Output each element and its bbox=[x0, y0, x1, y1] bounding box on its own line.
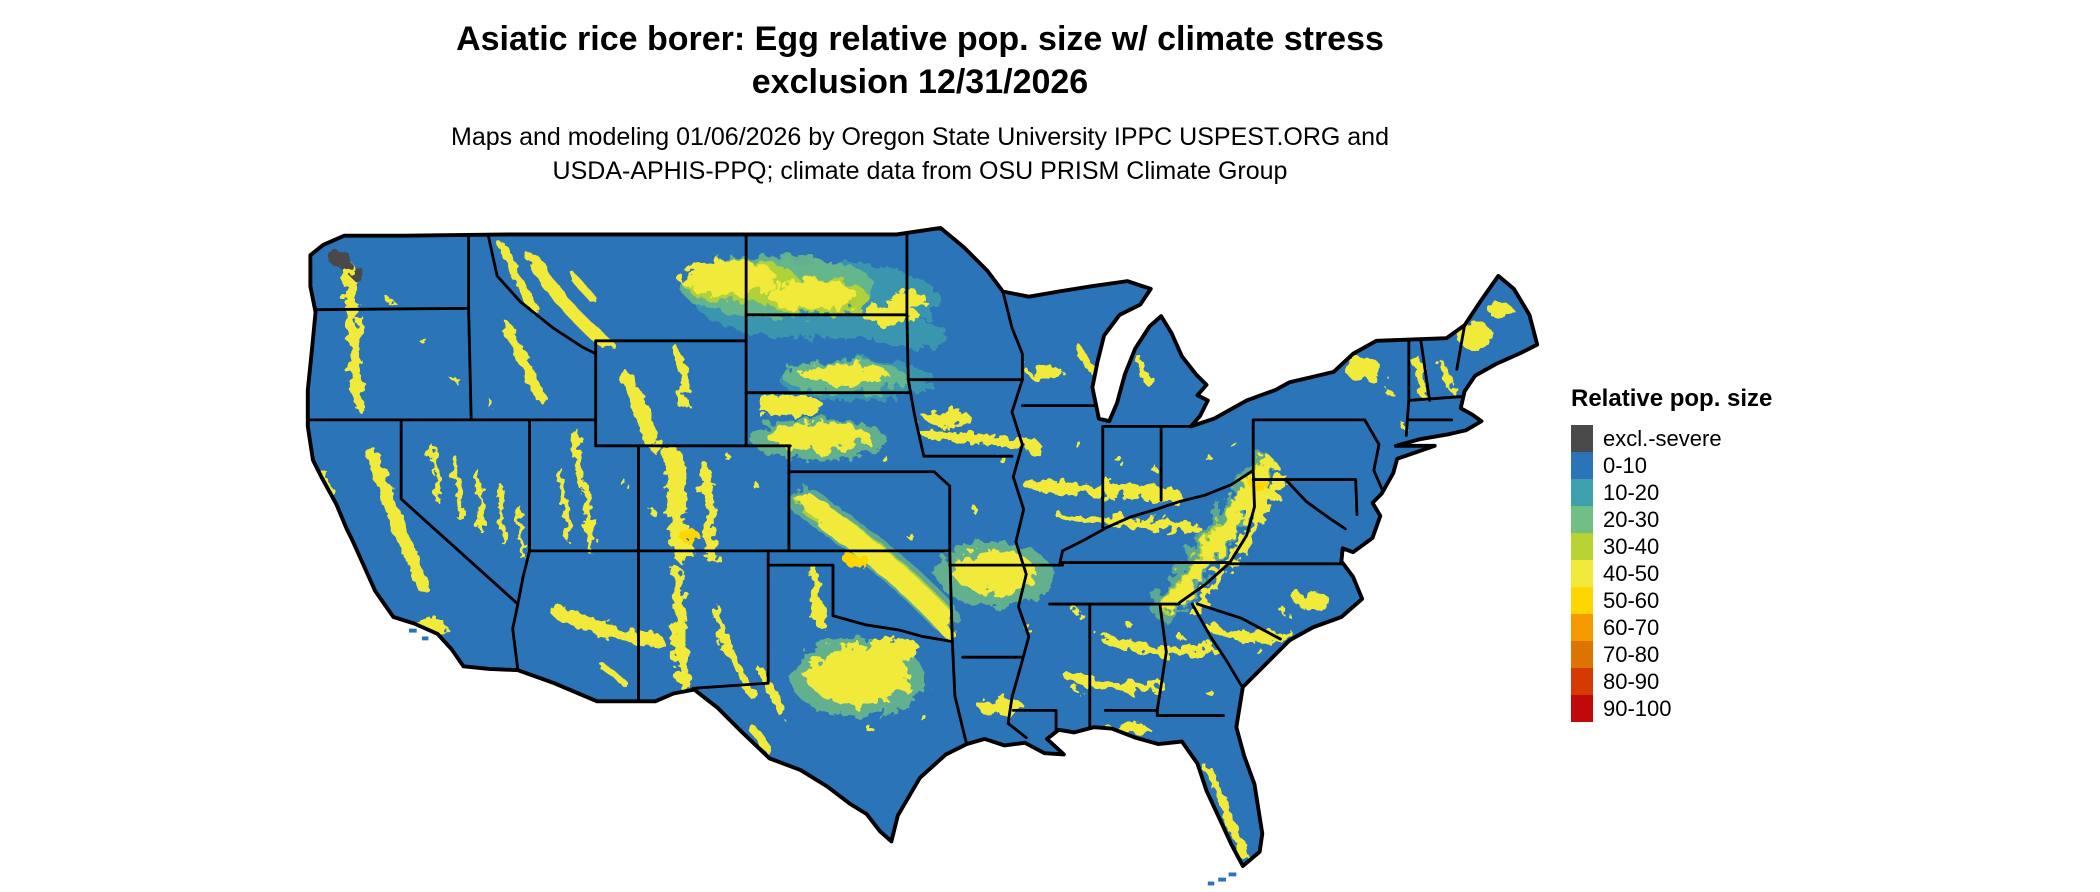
legend-swatch bbox=[1571, 641, 1593, 668]
legend-item: 10-20 bbox=[1571, 479, 1831, 506]
legend-label: 90-100 bbox=[1603, 696, 1672, 721]
state-borders-east bbox=[1001, 290, 1385, 740]
map-subtitle-line1: Maps and modeling 01/06/2026 by Oregon S… bbox=[451, 123, 1389, 151]
channel-island-dash bbox=[421, 636, 429, 641]
legend-item: 50-60 bbox=[1571, 587, 1831, 614]
map-subtitle-line2: USDA-APHIS-PPQ; climate data from OSU PR… bbox=[552, 157, 1288, 185]
state-borders bbox=[307, 233, 1467, 746]
legend: Relative pop. size excl.-severe 0-10 10-… bbox=[1571, 385, 1831, 722]
state-borders-new-england bbox=[1404, 323, 1467, 437]
offshore-islands bbox=[408, 628, 1237, 886]
legend-label: 60-70 bbox=[1603, 615, 1660, 640]
legend-swatch bbox=[1571, 560, 1593, 587]
state-borders-rivers bbox=[1006, 378, 1255, 740]
legend-item: 30-40 bbox=[1571, 533, 1831, 560]
legend-title: Relative pop. size bbox=[1571, 385, 1773, 412]
legend-swatch bbox=[1571, 479, 1593, 506]
legend-label: 0-10 bbox=[1603, 453, 1648, 478]
legend-label: 30-40 bbox=[1603, 534, 1660, 559]
legend-label: excl.-severe bbox=[1603, 426, 1722, 451]
state-borders-central bbox=[744, 233, 1064, 746]
legend-item: excl.-severe bbox=[1571, 425, 1831, 452]
legend-item: 80-90 bbox=[1571, 668, 1831, 695]
legend-swatch bbox=[1571, 506, 1593, 533]
legend-label: 10-20 bbox=[1603, 480, 1660, 505]
legend-label: 50-60 bbox=[1603, 588, 1660, 613]
map-subtitle: Maps and modeling 01/06/2026 by Oregon S… bbox=[170, 120, 1670, 188]
layer-excluded-severe bbox=[329, 252, 365, 280]
legend-label: 80-90 bbox=[1603, 669, 1660, 694]
legend-item: 60-70 bbox=[1571, 614, 1831, 641]
florida-keys-dash bbox=[1207, 881, 1215, 886]
legend-item: 90-100 bbox=[1571, 695, 1831, 722]
layer-40-50-ranges bbox=[319, 242, 1456, 859]
header: Asiatic rice borer: Egg relative pop. si… bbox=[170, 18, 1670, 188]
legend-swatch bbox=[1571, 452, 1593, 479]
legend-item: 40-50 bbox=[1571, 560, 1831, 587]
map-raster-layers bbox=[307, 227, 1538, 867]
florida-keys-dash bbox=[1218, 877, 1226, 882]
channel-island-dash bbox=[408, 628, 417, 633]
map-title-line1: Asiatic rice borer: Egg relative pop. si… bbox=[456, 20, 1384, 58]
legend-swatch bbox=[1571, 425, 1593, 452]
legend-swatch bbox=[1571, 614, 1593, 641]
map-title-line2: exclusion 12/31/2026 bbox=[751, 63, 1089, 101]
layer-speckle-dots bbox=[387, 298, 1406, 734]
legend-swatch bbox=[1571, 695, 1593, 722]
us-map-svg bbox=[305, 226, 1540, 886]
legend-item: 70-80 bbox=[1571, 641, 1831, 668]
legend-rows: excl.-severe 0-10 10-20 20-30 30-40 40-5… bbox=[1571, 425, 1831, 722]
legend-swatch bbox=[1571, 587, 1593, 614]
legend-item: 0-10 bbox=[1571, 452, 1831, 479]
florida-keys-dash bbox=[1228, 872, 1237, 877]
us-map bbox=[300, 224, 1545, 892]
legend-swatch bbox=[1571, 668, 1593, 695]
legend-label: 70-80 bbox=[1603, 642, 1660, 667]
legend-item: 20-30 bbox=[1571, 506, 1831, 533]
legend-label: 20-30 bbox=[1603, 507, 1660, 532]
legend-swatch bbox=[1571, 533, 1593, 560]
legend-label: 40-50 bbox=[1603, 561, 1660, 586]
